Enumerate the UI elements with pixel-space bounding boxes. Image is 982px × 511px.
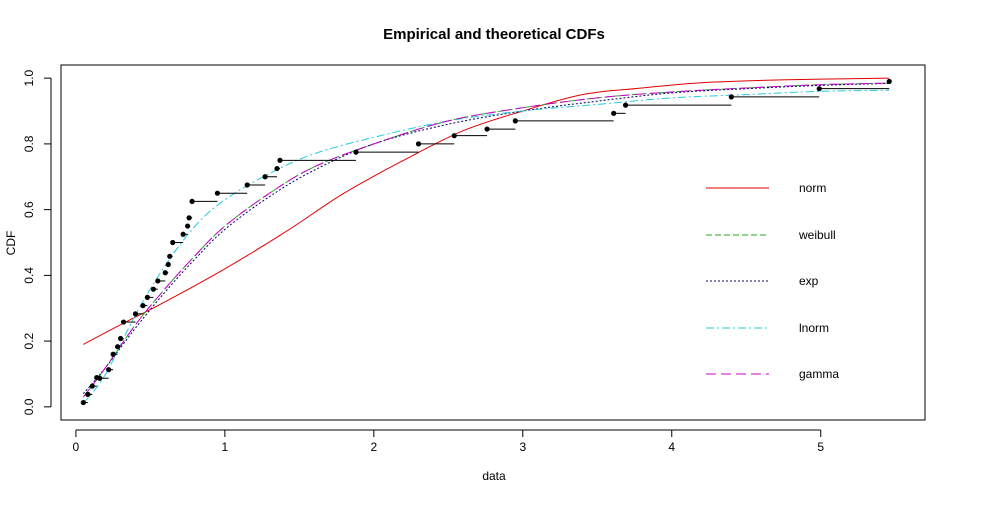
ecdf-point <box>185 223 191 229</box>
ecdf-point <box>167 253 173 259</box>
ecdf-point <box>140 303 146 309</box>
ecdf-point <box>97 375 103 381</box>
ecdf-point <box>162 270 168 276</box>
cdf-curve-norm <box>83 77 890 345</box>
ecdf-point <box>110 351 116 357</box>
ecdf-point <box>611 110 617 116</box>
ecdf-point <box>85 391 91 397</box>
ecdf-point <box>277 157 283 163</box>
ecdf-point <box>117 335 124 342</box>
empirical-cdf <box>80 78 892 406</box>
ecdf-point <box>115 344 121 350</box>
ecdf-point <box>120 319 127 325</box>
theoretical-curves <box>82 77 890 404</box>
ecdf-point <box>274 165 280 172</box>
x-tick-label: 3 <box>519 440 526 454</box>
y-tick-label: 0.8 <box>22 135 36 152</box>
ecdf-point <box>728 94 734 100</box>
ecdf-point <box>150 286 156 292</box>
ecdf-point <box>451 133 457 139</box>
ecdf-point <box>415 141 422 147</box>
ecdf-point <box>132 311 139 317</box>
ecdf-point <box>106 367 112 373</box>
x-tick-label: 5 <box>817 440 824 454</box>
ecdf-point <box>244 182 250 188</box>
ecdf-point <box>180 231 186 237</box>
ecdf-point <box>186 215 192 221</box>
ecdf-point <box>353 149 359 155</box>
y-axis-label: CDF <box>4 231 18 256</box>
y-tick-label: 0.2 <box>22 332 36 349</box>
ecdf-point <box>189 198 195 205</box>
ecdf-point <box>214 190 221 196</box>
y-tick-label: 0.4 <box>22 267 36 284</box>
legend-label-norm: norm <box>799 181 826 195</box>
ecdf-point <box>89 383 95 389</box>
legend-label-exp: exp <box>799 274 819 288</box>
y-tick-label: 0.0 <box>22 398 36 415</box>
chart-title: Empirical and theoretical CDFs <box>383 26 605 43</box>
ecdf-point <box>484 126 490 132</box>
ecdf-point <box>816 86 822 92</box>
x-tick-label: 1 <box>222 440 229 454</box>
ecdf-point <box>170 239 176 246</box>
ecdf-point <box>262 174 268 180</box>
x-tick-label: 2 <box>370 440 377 454</box>
ecdf-point <box>512 118 518 124</box>
ecdf-point <box>144 294 150 300</box>
legend-label-lnorm: lnorm <box>799 321 829 335</box>
ecdf-point <box>622 102 629 108</box>
ecdf-point <box>155 278 161 284</box>
plot-frame <box>60 64 926 421</box>
x-tick-label: 4 <box>668 440 675 454</box>
ecdf-point <box>886 78 892 85</box>
cdf-curve-lnorm <box>82 89 890 404</box>
y-tick-label: 0.6 <box>22 201 36 218</box>
ecdf-point <box>165 261 171 268</box>
legend-label-gamma: gamma <box>799 367 839 381</box>
legend-label-weibull: weibull <box>798 228 836 242</box>
x-tick-label: 0 <box>73 440 80 454</box>
ecdf-point <box>80 399 86 406</box>
legend: norm weibull exp lnorm gamma <box>706 181 839 381</box>
y-tick-label: 1.0 <box>22 69 36 86</box>
x-axis-label: data <box>482 469 506 483</box>
axes: 0 1 2 3 4 5 0.0 0.2 0.4 0.6 0.8 1.0 <box>22 69 824 454</box>
